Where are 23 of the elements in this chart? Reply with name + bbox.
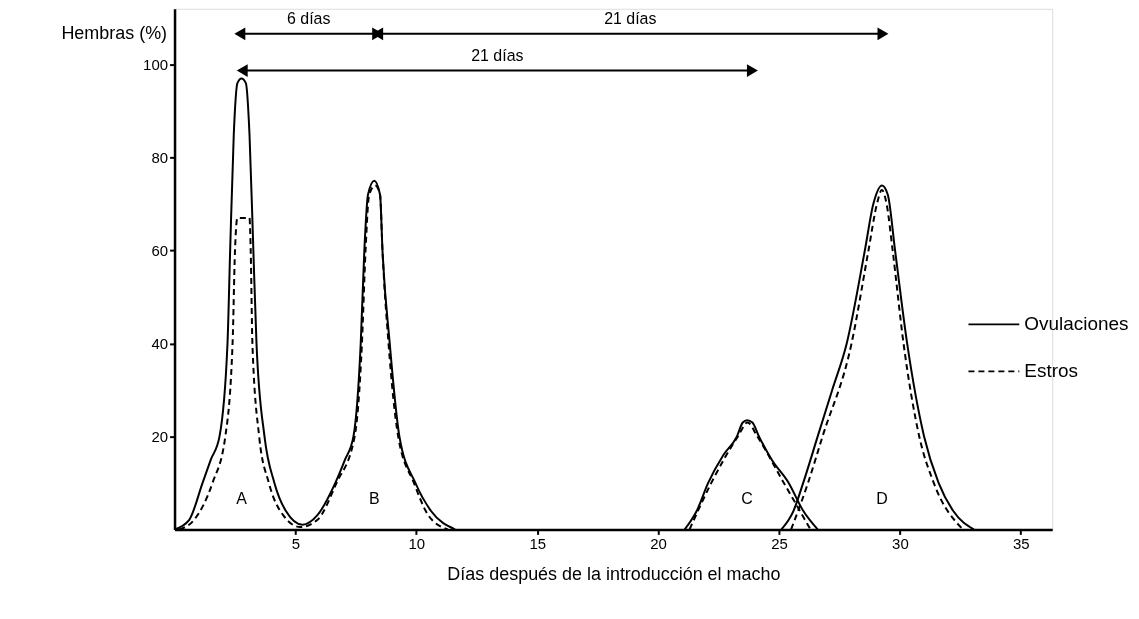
annotation: C [741,490,753,508]
y-tick-label: 20 [151,427,169,445]
y-tick-label: 40 [151,334,169,352]
legend-label: Estros [1024,360,1078,382]
annotation: 6 días [287,9,331,27]
y-tick-label: 100 [143,56,169,74]
annotation: 21 días [471,46,524,64]
annotation: 21 días [604,9,657,27]
x-tick-label: 10 [408,534,426,552]
legend-label: Ovulaciones [1024,313,1129,335]
x-tick-label: 35 [1012,534,1030,552]
y-tick-label: 80 [151,148,169,166]
y-axis-title: Hembras (%) [61,23,168,44]
x-tick-label: 20 [650,534,667,552]
annotation: D [876,490,888,508]
x-axis-title: Días después de la introducción el macho [447,563,781,584]
x-tick-label: 15 [529,534,547,552]
annotation: A [236,490,248,508]
y-tick-label: 60 [151,241,169,259]
x-tick-label: 5 [291,534,301,552]
x-tick-label: 30 [892,534,909,552]
annotation: B [368,490,380,508]
x-tick-label: 25 [771,534,788,552]
